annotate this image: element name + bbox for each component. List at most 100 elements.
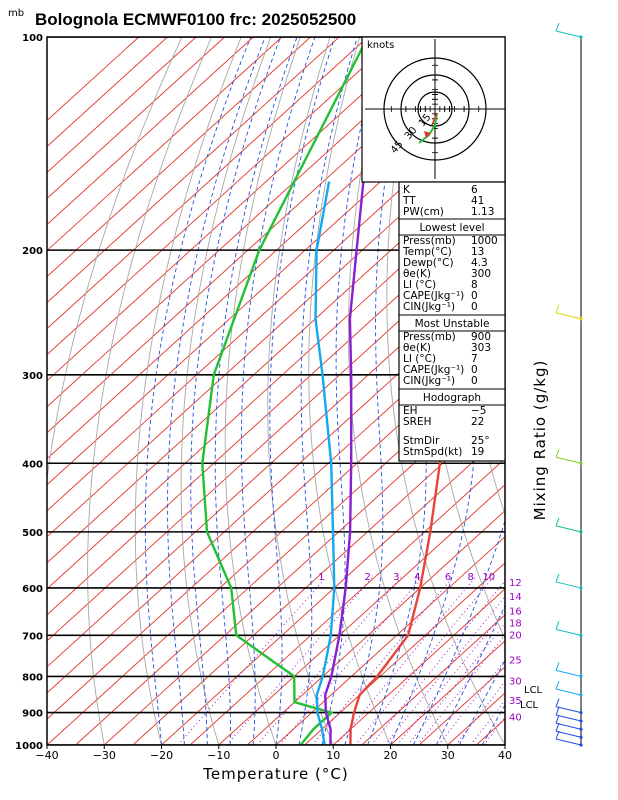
most-unstable-row-value: 0 (471, 375, 478, 387)
mixing-ratio-label: 18 (509, 619, 522, 630)
mixing-ratio-line (470, 699, 505, 745)
index-row-value: 41 (471, 195, 484, 207)
wind-barb-flag (555, 680, 560, 690)
index-table-frame (398, 181, 506, 462)
mixing-ratio-label: 8 (468, 572, 474, 583)
mixing-ratio-label: 14 (509, 592, 522, 603)
mixing-ratio-line (384, 596, 505, 745)
most-unstable-row-label: Press(mb) (403, 331, 456, 343)
isotherm-line (47, 37, 483, 434)
wind-barb (555, 688, 582, 696)
index-row-label: TT (402, 195, 416, 207)
storm-motion-row-label: StmSpd(kt) (403, 446, 462, 458)
wind-barb (555, 669, 582, 677)
hodograph-ring (383, 57, 487, 161)
plot-area (47, 37, 618, 745)
hodograph-trace-low (431, 112, 438, 126)
mixing-ratio-label: 16 (509, 607, 522, 618)
moist-adiabat-line (504, 744, 505, 745)
lowest-level-row-label: Temp(°C) (402, 246, 452, 258)
pressure-tick-label: 700 (22, 631, 43, 642)
isotherm-line (47, 37, 311, 278)
hodograph-trace (418, 112, 438, 144)
isotherm-line (47, 37, 225, 200)
dry-adiabat-line (594, 37, 618, 745)
lowest-level-title: Lowest level (419, 222, 484, 234)
temperature-tick-label: −20 (150, 749, 173, 762)
temperature-tick-label: 40 (498, 749, 512, 762)
mixing-ratio-label: 30 (509, 677, 522, 688)
mixing-ratio-line (396, 610, 505, 745)
wind-barb (555, 722, 582, 730)
moist-adiabat-line (214, 37, 298, 745)
wind-barb-flag (555, 730, 560, 740)
wind-barb-flag (555, 22, 560, 32)
index-row-label: PW(cm) (403, 206, 444, 218)
temperature-tick-label: 30 (441, 749, 455, 762)
mixing-ratio-label: 4 (414, 572, 420, 583)
hodograph-index-row-value: −5 (471, 405, 486, 417)
wind-barb-dot (579, 719, 583, 723)
isotherm-line (47, 37, 283, 252)
x-axis-title: Temperature (°C) (202, 765, 348, 783)
isotherm-line (47, 37, 254, 226)
most-unstable-row-value: 7 (471, 353, 478, 365)
lowest-level-row-value: 8 (471, 279, 478, 291)
mixing-ratio-line (335, 577, 476, 745)
pressure-tick-label: 600 (22, 584, 43, 595)
temperature-axis: −40 −30 −20 −10 0 10 20 30 40 (35, 745, 512, 762)
pressure-axis: 100 200 300 400 500 600 700 800 900 1000 (15, 33, 43, 752)
mixing-ratio-line (370, 580, 505, 745)
dry-adiabat-line (134, 37, 242, 745)
mixing-ratio-label: 10 (482, 572, 495, 583)
most-unstable-row-label: CAPE(Jkg⁻¹) (403, 364, 464, 376)
moist-adiabat-line (412, 519, 505, 745)
mixing-ratio-label: 6 (445, 572, 451, 583)
index-row-value: 1.13 (471, 206, 494, 218)
lowest-level-row-label: Press(mb) (403, 235, 456, 247)
moist-adiabat-line (269, 37, 336, 745)
storm-motion-marker (424, 131, 431, 138)
moist-adiabat-line (321, 37, 384, 745)
lowest-level-row-label: CAPE(Jkg⁻¹) (403, 290, 464, 302)
isotherm-line (275, 536, 505, 745)
mixing-ratio-label: 20 (509, 630, 522, 641)
isotherm-line (47, 37, 340, 304)
wind-barb-flag (555, 449, 560, 458)
lcl-label-1: LCL (524, 685, 543, 696)
mixing-ratio-line (407, 622, 505, 745)
wind-barb (555, 730, 582, 738)
moist-adiabat-line (298, 37, 358, 745)
lowest-level-row-value: 4.3 (471, 257, 488, 269)
parcel-profile-line (324, 181, 365, 745)
sounding-profiles (201, 37, 505, 745)
most-unstable-row-value: 0 (471, 364, 478, 376)
wind-barb-dot (579, 727, 583, 731)
dry-adiabat-line (47, 37, 183, 745)
wet-bulb-profile-line (314, 181, 336, 745)
mixing-ratio-label: 25 (509, 656, 522, 667)
mixing-ratio-line (311, 577, 453, 745)
hodograph-index-title: Hodograph (423, 392, 481, 404)
dry-adiabat-line (87, 37, 212, 745)
wind-barb-dot (579, 693, 583, 697)
mixing-ratio-label: 1 (318, 572, 324, 583)
isotherm-line (47, 119, 505, 538)
wind-barb (555, 628, 582, 636)
dry-adiabat-line (308, 37, 391, 745)
mixing-ratio-line (177, 577, 327, 745)
isotherm-line (332, 588, 505, 745)
temperature-tick-label: 0 (273, 749, 280, 762)
wind-barb-dot (579, 711, 583, 715)
wind-barb (555, 738, 582, 746)
moist-adiabat-line (240, 37, 316, 745)
right-axis-title: Mixing Ratio (g/kg) (531, 360, 549, 521)
wind-barb-dot (579, 743, 583, 747)
isotherm-line (47, 37, 454, 408)
wind-barb (555, 714, 582, 722)
temperature-tick-label: −10 (207, 749, 230, 762)
dry-adiabat-line (267, 37, 334, 745)
isobar-lines (47, 37, 505, 745)
